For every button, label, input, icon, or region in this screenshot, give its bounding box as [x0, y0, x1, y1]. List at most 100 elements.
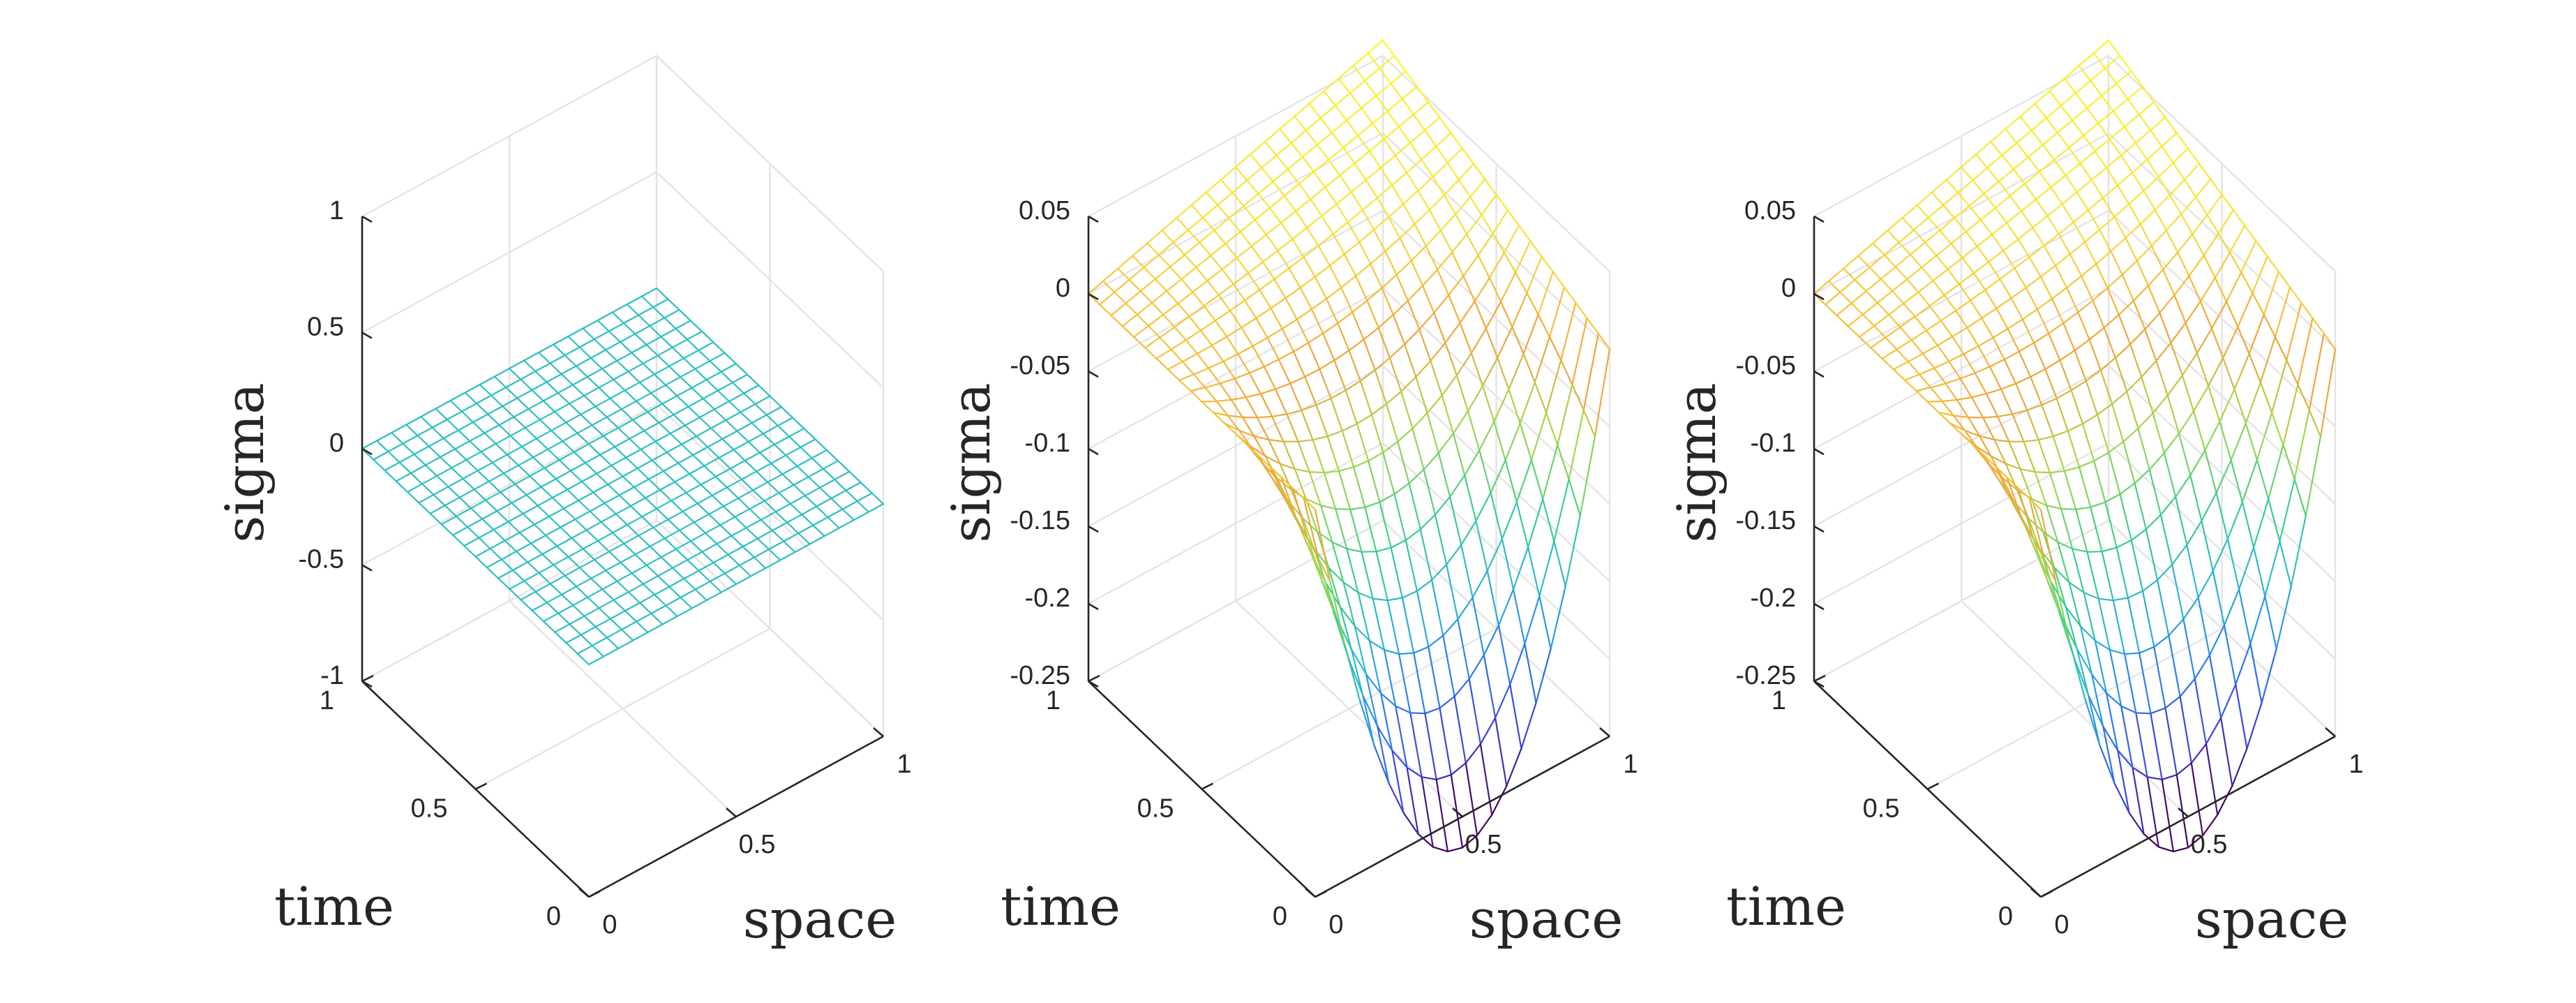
mesh-segment	[2192, 233, 2205, 256]
mesh-segment	[1418, 328, 1432, 362]
mesh-segment	[2175, 496, 2188, 546]
mesh-segment	[2045, 105, 2062, 119]
mesh-segment	[1341, 422, 1358, 432]
mesh-segment	[1359, 380, 1373, 416]
mesh-segment	[1828, 280, 1841, 293]
mesh-segment	[1229, 299, 1246, 312]
mesh-segment	[1958, 272, 1975, 285]
mesh-segment	[2109, 648, 2126, 655]
mesh-segment	[1117, 255, 1134, 269]
mesh-segment	[2235, 643, 2252, 685]
mesh-segment	[2065, 174, 2078, 193]
mesh-segment	[727, 545, 744, 556]
mesh-segment	[583, 387, 600, 396]
mesh-segment	[535, 438, 549, 450]
mesh-segment	[2044, 359, 2061, 370]
mesh-segment	[460, 410, 474, 424]
mesh-segment	[726, 486, 740, 499]
mesh-segment	[1372, 122, 1385, 140]
mesh-segment	[1408, 468, 1425, 484]
mesh-segment	[1363, 327, 1379, 341]
mesh-segment	[1458, 163, 1475, 181]
mesh-segment	[1511, 292, 1528, 328]
y-tick-label: 1	[1046, 686, 1061, 715]
mesh-segment	[398, 453, 415, 463]
mesh-segment	[1395, 705, 1411, 714]
mesh-segment	[1310, 297, 1328, 311]
mesh-segment	[2237, 292, 2254, 328]
mesh-segment	[530, 534, 547, 544]
mesh-segment	[783, 540, 796, 553]
mesh-segment	[1312, 435, 1328, 441]
mesh-segment	[1241, 327, 1254, 347]
mesh-segment	[2289, 286, 2302, 304]
mesh-segment	[1268, 438, 1285, 443]
mesh-segment	[1476, 814, 1493, 837]
mesh-segment	[2001, 154, 2014, 170]
mesh-segment	[2127, 85, 2143, 100]
mesh-segment	[585, 529, 599, 542]
mesh-segment	[765, 414, 779, 427]
mesh-segment	[2159, 312, 2172, 344]
mesh-segment	[1363, 67, 1381, 82]
z-tick-label: -0.1	[1025, 429, 1070, 458]
mesh-segment	[1482, 385, 1495, 423]
mesh-segment	[2179, 678, 2196, 698]
mesh-segment	[1470, 327, 1487, 354]
mesh-segment	[2081, 275, 2094, 302]
mesh-segment	[2088, 327, 2105, 341]
mesh-segment	[1876, 302, 1890, 315]
mesh-segment	[1246, 444, 1259, 456]
mesh-segment	[466, 526, 480, 539]
mesh-segment	[1382, 452, 1395, 496]
mesh-segment	[549, 362, 562, 376]
mesh-segment	[1271, 415, 1285, 443]
mesh-segment	[2157, 162, 2174, 178]
mesh-segment	[1439, 695, 1455, 709]
mesh-segment	[684, 416, 701, 426]
mesh-segment	[1277, 238, 1294, 252]
mesh-segment	[2028, 517, 2041, 550]
mesh-segment	[2163, 452, 2177, 498]
mesh-segment	[462, 477, 475, 491]
mesh-segment	[1249, 154, 1263, 169]
mesh-segment	[1461, 834, 1478, 849]
mesh-segment	[2063, 77, 2076, 94]
mesh-segment	[1206, 268, 1223, 282]
mesh-segment	[1211, 344, 1225, 362]
mesh-segment	[1952, 327, 1968, 338]
mesh-segment	[1234, 166, 1248, 181]
mesh-segment	[1361, 197, 1379, 211]
mesh-segment	[502, 397, 518, 408]
mesh-segment	[2259, 381, 2273, 414]
mesh-segment	[530, 542, 544, 556]
mesh-segment	[1344, 643, 1361, 700]
mesh-segment	[2018, 350, 2032, 378]
mesh-segment	[2045, 117, 2059, 133]
mesh-segment	[763, 492, 780, 502]
mesh-segment	[1328, 567, 1345, 584]
mesh-segment	[1143, 266, 1156, 280]
mesh-segment	[1421, 776, 1434, 848]
mesh-segment	[1386, 110, 1400, 128]
z-tick-label: -0.05	[1735, 351, 1796, 380]
mesh-segment	[1398, 113, 1415, 128]
mesh-segment	[1306, 536, 1319, 560]
mesh-segment	[418, 502, 431, 514]
mesh-segment	[656, 500, 673, 510]
mesh-segment	[2065, 162, 2081, 177]
mesh-segment	[767, 548, 781, 561]
mesh-segment	[1165, 290, 1179, 304]
mesh-segment	[707, 446, 720, 459]
mesh-segment	[1873, 325, 1887, 339]
mesh-segment	[2045, 504, 2059, 543]
mesh-segment	[2129, 343, 2143, 378]
mesh-segment	[2150, 129, 2163, 147]
mesh-segment	[2099, 357, 2116, 371]
mesh-segment	[574, 518, 587, 531]
mesh-segment	[626, 303, 640, 316]
mesh-segment	[2117, 750, 2130, 814]
mesh-segment	[373, 450, 389, 461]
mesh-segment	[1192, 373, 1206, 389]
mesh-segment	[669, 424, 686, 435]
